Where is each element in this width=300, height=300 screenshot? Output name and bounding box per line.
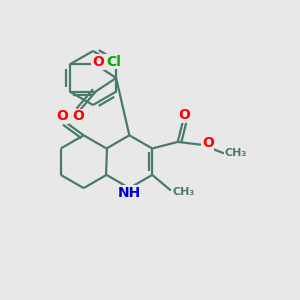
Text: O: O [92,55,104,69]
Text: NH: NH [118,186,141,200]
Text: O: O [56,110,68,123]
Text: O: O [72,110,84,123]
Text: O: O [179,108,190,122]
Text: O: O [202,136,214,150]
Text: Cl: Cl [106,55,121,68]
Text: CH₃: CH₃ [224,148,247,158]
Text: CH₃: CH₃ [172,187,195,197]
